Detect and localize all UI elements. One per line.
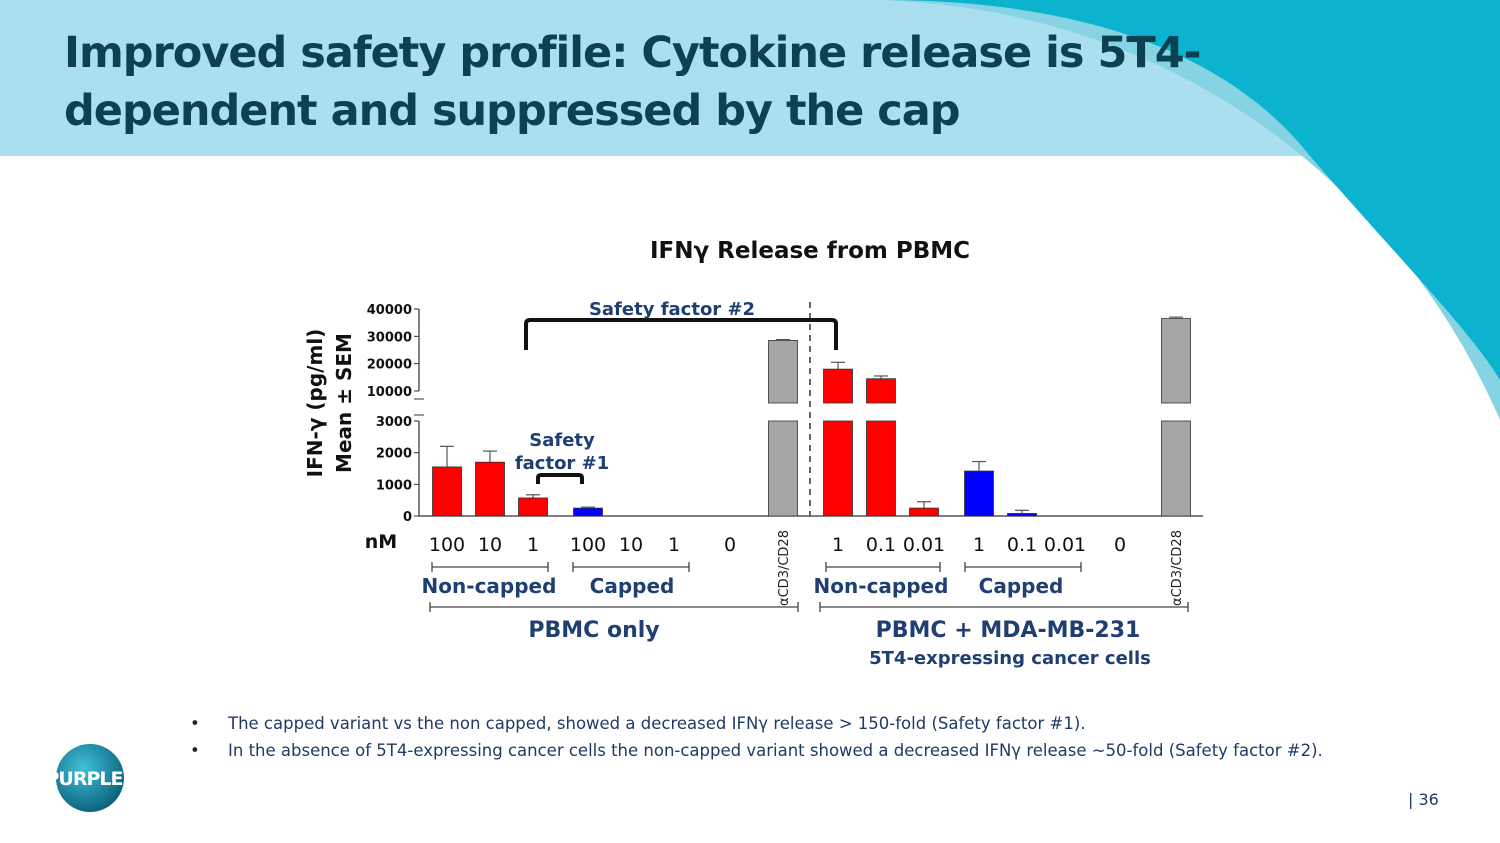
bar (866, 378, 896, 404)
bar (1161, 318, 1191, 404)
y-tick-label: 30000 (367, 330, 412, 345)
y-axis-label-1: IFN-γ (pg/ml) (303, 329, 327, 478)
safety-factor-2-bracket (524, 318, 838, 350)
safety-factor-1-label: Safety (529, 430, 595, 451)
bar (768, 340, 798, 404)
group-brackets: Non-capped Capped Non-capped Capped PBMC onl… (422, 562, 1189, 669)
x-tick-label: αCD3/CD28 (1170, 530, 1185, 606)
bar (964, 470, 994, 517)
logo-text: PURPLE (46, 768, 123, 790)
y-tick-label: 10000 (367, 385, 412, 400)
axes: 0 1000 2000 3000 10000 20000 30000 40000 (367, 302, 1203, 525)
bar-lower-segment (823, 420, 853, 517)
x-tick-label: 0 (1114, 534, 1126, 556)
subgroup-label: Non-capped (814, 574, 949, 598)
bar (909, 507, 939, 517)
x-tick-label: 0 (724, 534, 736, 556)
bullet-text: The capped variant vs the non capped, sh… (228, 714, 1086, 733)
bar-lower-segment (768, 420, 798, 517)
bars (432, 316, 1191, 517)
purple-logo: PURPLE (46, 744, 124, 812)
y-tick-label: 20000 (367, 358, 412, 373)
bullet-list: • The capped variant vs the non capped, s… (190, 710, 1450, 764)
bar (475, 461, 505, 517)
bullet-item: • The capped variant vs the non capped, s… (190, 710, 1450, 737)
group-label: PBMC + MDA-MB-231 (876, 618, 1141, 643)
y-tick-label: 40000 (367, 303, 412, 318)
y-axis-label-2: Mean ± SEM (332, 333, 356, 473)
x-tick-label: 100 (429, 534, 465, 556)
y-tick-label: 1000 (376, 478, 412, 493)
group-note: 5T4-expressing cancer cells (869, 648, 1151, 669)
x-tick-label: αCD3/CD28 (777, 530, 792, 606)
subgroup-label: Capped (979, 574, 1064, 598)
bar-lower-segment (866, 420, 896, 517)
bar-lower-segment (1161, 420, 1191, 517)
x-unit-label: nM (365, 531, 397, 553)
subgroup-label: Non-capped (422, 574, 557, 598)
x-tick-label: 0.1 (1007, 534, 1037, 556)
y-tick-label: 2000 (376, 447, 412, 462)
x-tick-label: 0.1 (866, 534, 896, 556)
bullet-text: In the absence of 5T4-expressing cancer … (228, 741, 1323, 760)
bar (1007, 513, 1037, 517)
safety-factor-1-label: factor #1 (515, 453, 609, 474)
x-tick-label: 1 (973, 534, 985, 556)
x-tick-label: 0.01 (903, 534, 945, 556)
x-tick-label: 1 (668, 534, 680, 556)
x-tick-label: 1 (527, 534, 539, 556)
slide-title: Improved safety profile: Cytokine releas… (64, 28, 1201, 136)
bar (573, 507, 603, 517)
chart-title: IFNγ Release from PBMC (650, 238, 970, 264)
page-number: | 36 (1408, 790, 1439, 809)
x-tick-label: 1 (832, 534, 844, 556)
logo-circle (56, 744, 124, 812)
bar (518, 497, 548, 517)
bar (432, 466, 462, 517)
bullet-dot: • (190, 714, 200, 733)
x-tick-label: 10 (619, 534, 643, 556)
x-tick-labels: 100 10 1 100 10 1 0 αCD3/CD28 1 0.1 0.01 1 0.1 0.01 0 α… (429, 530, 1185, 606)
group-label: PBMC only (528, 618, 659, 643)
y-tick-label: 0 (403, 510, 412, 525)
bullet-item: • In the absence of 5T4-expressing cancer… (190, 737, 1450, 764)
inner-swoosh (880, 0, 1500, 380)
subgroup-label: Capped (590, 574, 675, 598)
x-tick-label: 100 (570, 534, 606, 556)
x-tick-label: 0.01 (1044, 534, 1086, 556)
x-tick-label: 10 (478, 534, 502, 556)
safety-factor-2-label: Safety factor #2 (589, 299, 755, 320)
bullet-dot: • (190, 741, 200, 760)
safety-factor-1-bracket (536, 473, 584, 484)
y-tick-label: 3000 (376, 415, 412, 430)
bar (823, 368, 853, 404)
